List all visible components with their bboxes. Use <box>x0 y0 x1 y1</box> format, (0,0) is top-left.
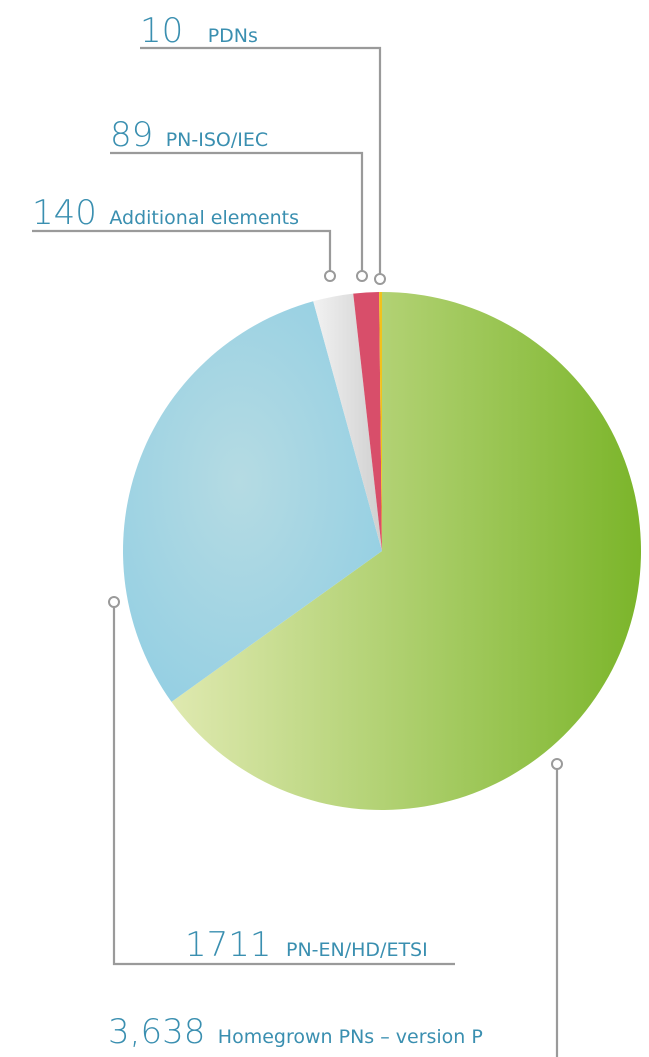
leader-line-pn-iso <box>110 151 364 276</box>
leader-line-pdn <box>140 46 382 279</box>
leader-dot-pn-en <box>108 596 120 608</box>
leader-dot-pn-iso <box>356 270 368 282</box>
label-homegrown-value: 3,638 <box>108 1012 205 1052</box>
label-homegrown-name: Homegrown PNs – version P <box>218 1026 483 1048</box>
label-pn-en: 1711 PN-EN/HD/ETSI <box>185 925 428 965</box>
label-pn-en-value: 1711 <box>185 925 272 965</box>
label-pdn: 10 PDNs <box>140 11 258 51</box>
label-pn-en-name: PN-EN/HD/ETSI <box>286 939 428 961</box>
pie-slice-pn-iso <box>353 292 382 551</box>
pie-slice-additional <box>313 293 382 551</box>
label-additional-value: 140 <box>32 193 97 233</box>
label-pn-iso: 89 PN-ISO/IEC <box>110 115 268 155</box>
leader-lines <box>32 46 563 1057</box>
label-homegrown: 3,638 Homegrown PNs – version P <box>108 1012 483 1052</box>
label-pn-iso-value: 89 <box>110 115 153 155</box>
leader-dot-homegrown <box>551 758 563 770</box>
label-additional: 140 Additional elements <box>32 193 299 233</box>
label-pdn-name: PDNs <box>208 25 258 47</box>
pie-slice-pn-en <box>123 301 382 702</box>
pie-slice-homegrown <box>171 292 642 810</box>
leader-line-pn-en <box>112 602 455 966</box>
pie-slice-pdn <box>379 292 382 551</box>
label-additional-name: Additional elements <box>109 207 299 229</box>
label-pdn-value: 10 <box>140 11 183 51</box>
leader-dot-additional <box>324 270 336 282</box>
pie-slices <box>123 292 642 810</box>
slice-labels: 10 PDNs 89 PN-ISO/IEC 140 Additional ele… <box>32 11 483 1052</box>
label-pn-iso-name: PN-ISO/IEC <box>166 129 268 151</box>
leader-line-additional <box>32 229 332 276</box>
leader-dot-pdn <box>374 273 386 285</box>
